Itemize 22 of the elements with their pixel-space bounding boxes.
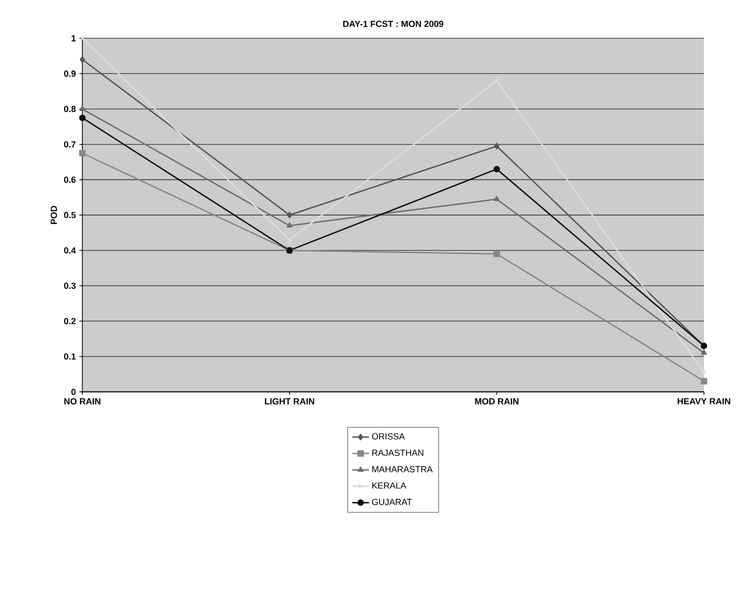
x-tick-label: HEAVY RAIN <box>678 398 730 404</box>
y-tick-label: 0.3 <box>64 282 76 289</box>
legend-label: RAJASTHAN <box>372 450 424 456</box>
y-tick-label: 0 <box>71 388 76 395</box>
y-tick-label: 0.6 <box>64 176 76 183</box>
legend-label: MAHARASTRA <box>372 466 433 472</box>
y-tick-label: 0.4 <box>64 247 76 254</box>
y-axis-title: POD <box>50 206 57 224</box>
legend-label: GUJARAT <box>372 498 412 505</box>
chart-title: DAY-1 FCST : MON 2009 <box>343 20 444 27</box>
x-tick-label: MOD RAIN <box>475 398 518 404</box>
x-tick-label: NO RAIN <box>64 398 100 404</box>
y-tick-label: 0.7 <box>64 141 76 148</box>
legend-label: ORISSA <box>372 433 405 440</box>
x-tick-label: LIGHT RAIN <box>264 398 314 404</box>
y-tick-label: 0.1 <box>64 353 76 360</box>
legend-label: KERALA <box>372 482 406 488</box>
y-tick-label: 0.8 <box>64 106 76 112</box>
y-tick-label: 0.2 <box>64 318 76 324</box>
y-tick-label: 1 <box>72 35 76 42</box>
y-tick-label: 0.9 <box>64 70 76 77</box>
y-tick-label: 0.5 <box>64 212 76 218</box>
